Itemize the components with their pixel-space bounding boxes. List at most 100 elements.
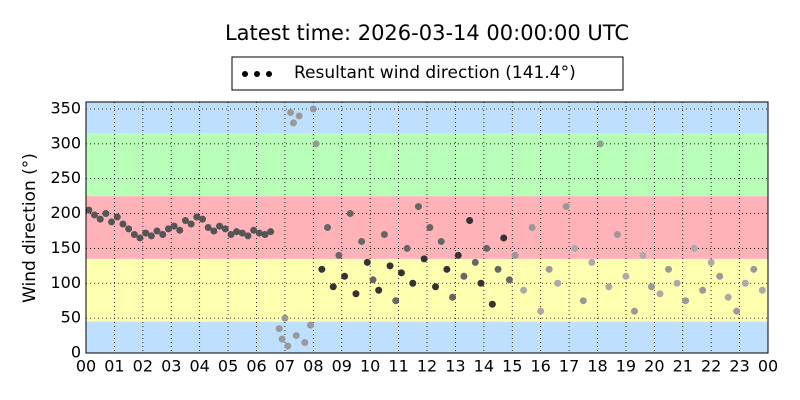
data-point (284, 342, 292, 350)
data-point (605, 283, 613, 291)
data-point (716, 272, 724, 280)
data-point (656, 290, 664, 298)
data-point (466, 217, 474, 225)
x-tick-label: 10 (360, 357, 380, 376)
data-point (426, 224, 434, 231)
data-point (630, 307, 638, 315)
y-tick-label: 50 (61, 308, 81, 327)
x-tick-label: 16 (530, 357, 550, 376)
data-point (85, 206, 93, 214)
data-point (690, 244, 698, 252)
legend-marker (254, 71, 260, 77)
x-tick-label: 02 (133, 357, 153, 376)
data-point (113, 213, 121, 221)
y-tick-label: 300 (50, 133, 81, 152)
data-point (324, 224, 332, 231)
data-point (511, 251, 519, 259)
x-tick-label: 19 (616, 357, 636, 376)
data-point (613, 230, 621, 238)
x-tick-label: 17 (559, 357, 579, 376)
data-point (281, 314, 289, 322)
data-point (108, 218, 116, 226)
data-point (358, 237, 366, 245)
data-point (136, 234, 144, 242)
x-tick-label: 15 (502, 357, 522, 376)
data-point (369, 276, 377, 284)
x-tick-label: 13 (445, 357, 465, 376)
data-point (483, 244, 491, 252)
legend-box (231, 56, 624, 91)
data-point (403, 244, 411, 252)
data-point (244, 232, 252, 240)
data-point (346, 210, 354, 218)
data-point (562, 203, 570, 211)
data-point (432, 283, 440, 291)
data-point (181, 217, 189, 225)
legend-marker (242, 71, 248, 77)
x-tick-label: 22 (701, 357, 721, 376)
data-point (147, 232, 155, 240)
data-point (221, 225, 229, 233)
data-point (292, 332, 300, 340)
data-point (443, 265, 451, 273)
x-tick-label: 08 (303, 357, 323, 376)
data-point (392, 297, 400, 305)
data-point (579, 297, 587, 305)
data-point (699, 286, 707, 294)
data-point (312, 140, 320, 148)
data-point (176, 226, 184, 234)
x-tick-label: 12 (417, 357, 437, 376)
data-point (520, 286, 528, 294)
data-point (306, 321, 314, 329)
x-tick-label: 05 (218, 357, 238, 376)
x-tick-label: 11 (388, 357, 408, 376)
data-point (741, 279, 749, 287)
data-point (596, 140, 604, 148)
data-point (142, 229, 150, 237)
data-point (363, 258, 371, 266)
data-point (295, 112, 303, 120)
data-point (554, 279, 562, 287)
data-point (505, 276, 513, 284)
data-point (733, 307, 741, 315)
data-point (375, 286, 383, 294)
data-point (130, 230, 138, 238)
data-point (170, 222, 178, 230)
background-band (86, 102, 768, 134)
data-point (193, 213, 201, 221)
data-point (287, 108, 295, 116)
x-tick-label: 00 (76, 357, 96, 376)
data-point (187, 220, 195, 228)
data-point (261, 230, 269, 238)
data-point (665, 265, 673, 273)
data-point (275, 325, 283, 333)
data-point (210, 227, 218, 235)
data-point (639, 251, 647, 259)
y-tick-label: 250 (50, 168, 81, 187)
data-point (707, 258, 715, 266)
data-point (409, 279, 417, 287)
plot-frame (85, 101, 769, 354)
data-point (159, 230, 167, 238)
data-point (352, 290, 360, 298)
chart-title: Latest time: 2026-03-14 00:00:00 UTC (225, 21, 629, 45)
data-point (216, 222, 224, 230)
data-point (164, 225, 172, 233)
data-point (341, 272, 349, 280)
data-point (318, 265, 326, 273)
data-point (420, 255, 428, 263)
x-tick-label: 01 (104, 357, 124, 376)
data-point (437, 237, 445, 245)
data-point (488, 300, 496, 308)
data-point (199, 215, 207, 223)
data-point (494, 265, 502, 273)
x-tick-label: 18 (587, 357, 607, 376)
data-point (571, 244, 579, 252)
data-point (250, 226, 258, 234)
x-tick-label: 03 (161, 357, 181, 376)
x-tick-label: 07 (275, 357, 295, 376)
data-point (537, 307, 545, 315)
data-point (545, 265, 553, 273)
data-point (477, 279, 485, 287)
y-tick-label: 350 (50, 98, 81, 117)
